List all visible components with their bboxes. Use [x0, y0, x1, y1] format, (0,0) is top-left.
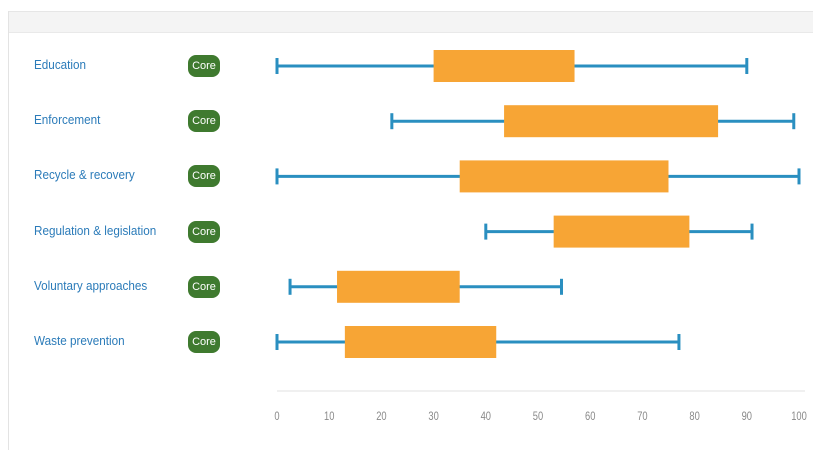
x-tick-label: 30: [428, 410, 438, 423]
row-label[interactable]: Voluntary approaches: [34, 277, 148, 293]
panel-header-bar: [9, 11, 813, 33]
x-tick-label: 60: [585, 410, 595, 423]
core-badge: Core: [188, 55, 220, 77]
x-tick-label: 90: [742, 410, 752, 423]
x-tick-label: 0: [274, 410, 279, 423]
box-iqr: [553, 215, 690, 248]
x-tick-label: 70: [637, 410, 647, 423]
row-label[interactable]: Education: [34, 57, 87, 72]
box-iqr: [344, 326, 497, 358]
row-label[interactable]: Recycle & recovery: [34, 167, 135, 183]
core-badge: Core: [188, 275, 220, 298]
box-iqr: [433, 50, 575, 82]
x-tick-label: 40: [481, 410, 491, 423]
panel-left-border: [8, 11, 9, 450]
core-badge: Core: [188, 110, 220, 133]
x-tick-label: 20: [376, 410, 386, 423]
core-badge: Core: [188, 220, 220, 243]
x-tick-label: 10: [324, 410, 334, 423]
x-tick-label: 80: [689, 410, 699, 423]
row-label[interactable]: Enforcement: [34, 112, 101, 128]
x-tick-label: 100: [791, 410, 807, 423]
box-iqr: [459, 160, 669, 193]
core-badge: Core: [188, 165, 220, 188]
core-badge: Core: [188, 331, 220, 353]
box-iqr: [337, 270, 460, 303]
x-tick-label: 50: [533, 410, 543, 423]
row-label[interactable]: Regulation & legislation: [34, 222, 157, 238]
box-iqr: [504, 105, 719, 138]
row-label[interactable]: Waste prevention: [34, 333, 125, 348]
